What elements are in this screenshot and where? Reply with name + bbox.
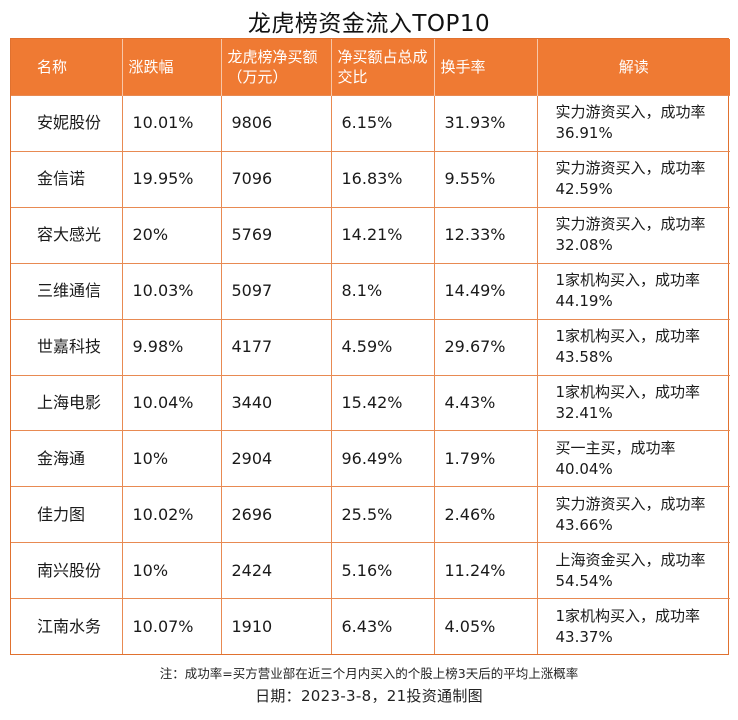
change-cell: 10.02%	[122, 486, 222, 543]
table-row: 上海电影 10.04% 3440 15.42% 4.43% 1家机构买入，成功率32.41…	[11, 374, 730, 431]
net-buy-cell: 9806	[221, 95, 332, 152]
column-header-net-buy-ratio: 净买额占总成交比	[331, 39, 435, 96]
interpretation-cell: 1家机构买入，成功率32.41%	[537, 374, 730, 431]
table-row: 佳力图 10.02% 2696 25.5% 2.46% 实力游资买入，成功率43.66%	[11, 486, 730, 543]
column-header-interpretation: 解读	[537, 39, 730, 96]
turnover-cell: 31.93%	[434, 95, 538, 152]
stock-name-cell: 安妮股份	[11, 95, 123, 152]
data-table-container: 名称 涨跌幅 龙虎榜净买额（万元） 净买额占总成交比 换手率 解读 安妮股份 10…	[10, 38, 730, 655]
column-header-net-buy: 龙虎榜净买额（万元）	[221, 39, 332, 96]
net-buy-cell: 1910	[221, 598, 332, 654]
table-row: 容大感光 20% 5769 14.21% 12.33% 实力游资买入，成功率32.08%	[11, 206, 730, 264]
stock-name-cell: 容大感光	[11, 206, 123, 264]
table-body: 安妮股份 10.01% 9806 6.15% 31.93% 实力游资买入，成功率36.91…	[11, 95, 730, 654]
table-row: 安妮股份 10.01% 9806 6.15% 31.93% 实力游资买入，成功率36.91…	[11, 95, 730, 152]
page-title: 龙虎榜资金流入TOP10	[247, 11, 491, 37]
net-buy-ratio-cell: 5.16%	[331, 542, 435, 599]
stock-name-cell: 三维通信	[11, 262, 123, 320]
column-header-turnover: 换手率	[434, 39, 538, 96]
interpretation-cell: 买一主买，成功率40.04%	[537, 430, 730, 487]
net-buy-ratio-cell: 4.59%	[331, 318, 435, 376]
turnover-cell: 2.46%	[434, 486, 538, 543]
change-cell: 10%	[122, 430, 222, 487]
stock-name-cell: 金信诺	[11, 150, 123, 208]
interpretation-cell: 实力游资买入，成功率32.08%	[537, 206, 730, 264]
interpretation-cell: 实力游资买入，成功率36.91%	[537, 95, 730, 152]
stock-name-cell: 上海电影	[11, 374, 123, 431]
net-buy-cell: 2904	[221, 430, 332, 487]
net-buy-cell: 4177	[221, 318, 332, 376]
stock-name-cell: 江南水务	[11, 598, 123, 654]
change-cell: 10.01%	[122, 95, 222, 152]
net-buy-ratio-cell: 16.83%	[331, 150, 435, 208]
interpretation-cell: 上海资金买入，成功率54.54%	[537, 542, 730, 599]
turnover-cell: 14.49%	[434, 262, 538, 320]
interpretation-cell: 1家机构买入，成功率44.19%	[537, 262, 730, 320]
change-cell: 10.04%	[122, 374, 222, 431]
source-date-line: 日期：2023-3-8，21投资通制图	[255, 687, 483, 705]
table-row: 南兴股份 10% 2424 5.16% 11.24% 上海资金买入，成功率54.54%	[11, 542, 730, 599]
turnover-cell: 4.43%	[434, 374, 538, 431]
net-buy-cell: 2696	[221, 486, 332, 543]
net-buy-ratio-cell: 15.42%	[331, 374, 435, 431]
change-cell: 10.03%	[122, 262, 222, 320]
column-header-name: 名称	[11, 39, 123, 96]
interpretation-cell: 实力游资买入，成功率43.66%	[537, 486, 730, 543]
net-buy-cell: 3440	[221, 374, 332, 431]
net-buy-cell: 5769	[221, 206, 332, 264]
net-buy-ratio-cell: 6.15%	[331, 95, 435, 152]
table-row: 金海通 10% 2904 96.49% 1.79% 买一主买，成功率40.04%	[11, 430, 730, 487]
interpretation-cell: 1家机构买入，成功率43.58%	[537, 318, 730, 376]
net-buy-ratio-cell: 14.21%	[331, 206, 435, 264]
turnover-cell: 1.79%	[434, 430, 538, 487]
turnover-cell: 11.24%	[434, 542, 538, 599]
table-row: 金信诺 19.95% 7096 16.83% 9.55% 实力游资买入，成功率42.59%	[11, 150, 730, 208]
footnote: 注：成功率=买方营业部在近三个月内买入的个股上榜3天后的平均上涨概率	[159, 666, 579, 681]
net-buy-cell: 7096	[221, 150, 332, 208]
table-header-row: 名称 涨跌幅 龙虎榜净买额（万元） 净买额占总成交比 换手率 解读	[11, 39, 730, 96]
interpretation-cell: 实力游资买入，成功率42.59%	[537, 150, 730, 208]
net-buy-ratio-cell: 8.1%	[331, 262, 435, 320]
change-cell: 9.98%	[122, 318, 222, 376]
turnover-cell: 29.67%	[434, 318, 538, 376]
change-cell: 10%	[122, 542, 222, 599]
change-cell: 20%	[122, 206, 222, 264]
stock-name-cell: 世嘉科技	[11, 318, 123, 376]
column-header-change: 涨跌幅	[122, 39, 222, 96]
table-row: 江南水务 10.07% 1910 6.43% 4.05% 1家机构买入，成功率43.37%	[11, 598, 730, 654]
turnover-cell: 4.05%	[434, 598, 538, 654]
turnover-cell: 12.33%	[434, 206, 538, 264]
stock-name-cell: 南兴股份	[11, 542, 123, 599]
change-cell: 19.95%	[122, 150, 222, 208]
change-cell: 10.07%	[122, 598, 222, 654]
data-table: 名称 涨跌幅 龙虎榜净买额（万元） 净买额占总成交比 换手率 解读 安妮股份 10…	[11, 39, 730, 654]
table-row: 三维通信 10.03% 5097 8.1% 14.49% 1家机构买入，成功率44.19%	[11, 262, 730, 320]
net-buy-ratio-cell: 25.5%	[331, 486, 435, 543]
stock-name-cell: 金海通	[11, 430, 123, 487]
net-buy-ratio-cell: 96.49%	[331, 430, 435, 487]
turnover-cell: 9.55%	[434, 150, 538, 208]
interpretation-cell: 1家机构买入，成功率43.37%	[537, 598, 730, 654]
stock-name-cell: 佳力图	[11, 486, 123, 543]
net-buy-cell: 5097	[221, 262, 332, 320]
table-row: 世嘉科技 9.98% 4177 4.59% 29.67% 1家机构买入，成功率43.58%	[11, 318, 730, 376]
net-buy-ratio-cell: 6.43%	[331, 598, 435, 654]
net-buy-cell: 2424	[221, 542, 332, 599]
